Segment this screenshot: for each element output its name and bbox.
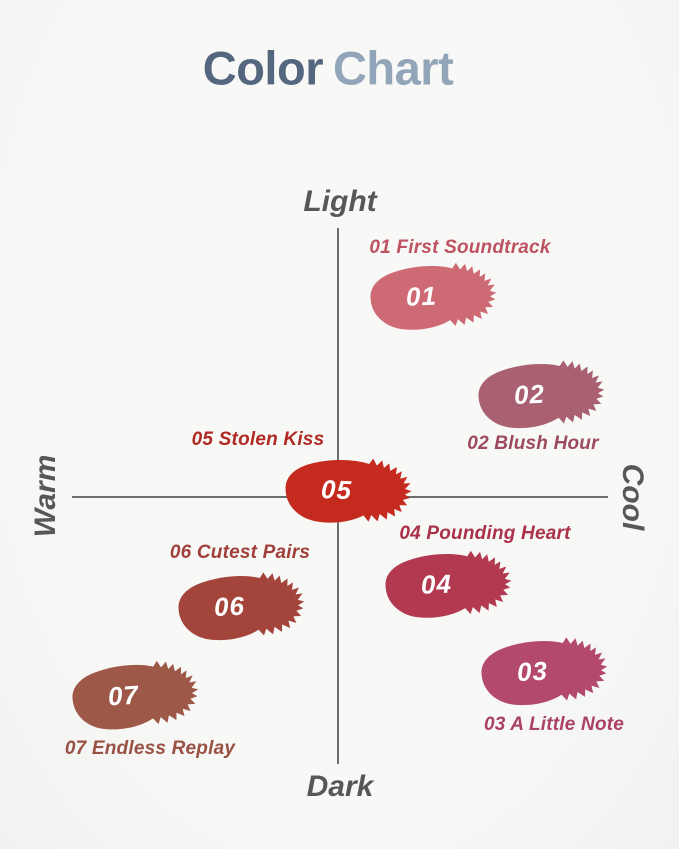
lipstick-smear: 07 <box>59 655 206 737</box>
shade-number: 02 <box>513 378 546 411</box>
shade-label: 01 First Soundtrack <box>369 237 551 258</box>
lipstick-smear-shape <box>285 458 412 523</box>
shade-label: 03 A Little Note <box>483 714 625 735</box>
axis-label-cool: Cool <box>616 463 649 531</box>
lipstick-smear: 06 <box>165 567 311 646</box>
axis-label-light: Light <box>303 185 377 218</box>
page-title: Color Chart <box>202 41 454 96</box>
lipstick-smear-shape <box>385 550 512 618</box>
lipstick-smear-shape <box>178 572 305 641</box>
lipstick-smear: 02 <box>465 355 611 434</box>
shade-number: 01 <box>405 280 438 312</box>
lipstick-smear: 05 <box>273 453 417 530</box>
lipstick-smear: 01 <box>358 259 502 336</box>
horizontal-axis-line <box>72 496 608 498</box>
shade-label: 05 Stolen Kiss <box>191 429 325 450</box>
shade-number: 06 <box>213 590 246 623</box>
shade-label: 06 Cutest Pairs <box>169 542 311 563</box>
lipstick-smear: 04 <box>373 547 517 624</box>
lipstick-smear-shape <box>370 262 497 330</box>
shade-label: 04 Pounding Heart <box>399 523 571 544</box>
shade-number: 03 <box>516 655 549 688</box>
lipstick-smear-shape <box>481 637 608 706</box>
shade-number: 04 <box>420 568 453 600</box>
axis-label-warm: Warm <box>29 454 62 538</box>
lipstick-smear-shape <box>478 360 605 429</box>
axis-label-dark: Dark <box>306 770 374 803</box>
lipstick-smear: 03 <box>468 632 614 711</box>
shade-number: 07 <box>106 679 140 712</box>
title-word-color: Color <box>202 41 324 95</box>
shade-label: 02 Blush Hour <box>467 433 599 454</box>
lipstick-smear-shape <box>72 660 199 730</box>
shade-label: 07 Endless Replay <box>64 738 236 759</box>
title-word-chart: Chart <box>332 41 454 95</box>
